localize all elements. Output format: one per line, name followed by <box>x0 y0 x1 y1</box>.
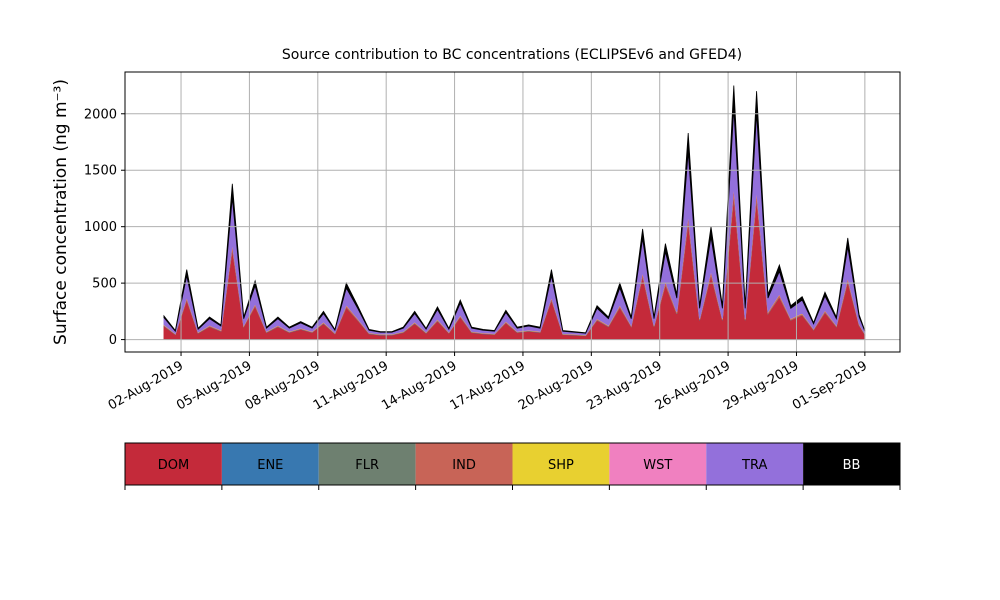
y-axis-label: Surface concentration (ng m⁻³) <box>51 79 71 345</box>
x-tick-label: 23-Aug-2019 <box>584 358 664 413</box>
y-tick-label: 2000 <box>84 107 117 122</box>
legend-swatch <box>415 443 513 485</box>
x-tick-label: 11-Aug-2019 <box>311 358 391 413</box>
x-tick-label: 01-Sep-2019 <box>790 358 870 413</box>
legend-swatch <box>221 443 319 485</box>
legend-label: TRA <box>741 458 767 473</box>
y-tick-label: 0 <box>109 333 117 348</box>
y-tick-label: 500 <box>92 277 117 292</box>
x-tick-label: 20-Aug-2019 <box>516 358 596 413</box>
y-tick-label: 1500 <box>84 164 117 179</box>
legend-label: SHP <box>548 458 574 473</box>
legend-swatch <box>512 443 610 485</box>
y-tick-label: 1000 <box>84 220 117 235</box>
x-tick-label: 02-Aug-2019 <box>106 358 186 413</box>
x-tick-label: 26-Aug-2019 <box>653 358 733 413</box>
x-tick-label: 17-Aug-2019 <box>448 358 528 413</box>
plot-frame <box>124 71 901 353</box>
legend-swatch <box>125 443 222 485</box>
x-tick-label: 08-Aug-2019 <box>242 358 322 413</box>
legend-label: ENE <box>257 458 283 473</box>
legend-label: BB <box>843 458 861 473</box>
x-tick-label: 29-Aug-2019 <box>721 358 801 413</box>
legend-label: FLR <box>355 458 379 473</box>
legend-frame <box>124 442 901 486</box>
legend-swatch <box>318 443 416 485</box>
x-tick-label: 14-Aug-2019 <box>379 358 459 413</box>
legend-label: DOM <box>158 458 189 473</box>
x-tick-label: 05-Aug-2019 <box>174 358 254 413</box>
legend-label: WST <box>643 458 672 473</box>
legend-swatch <box>706 443 804 485</box>
legend-swatch <box>609 443 707 485</box>
legend-swatch <box>803 443 900 485</box>
chart-title: Source contribution to BC concentrations… <box>282 47 742 63</box>
legend-label: IND <box>452 458 476 473</box>
